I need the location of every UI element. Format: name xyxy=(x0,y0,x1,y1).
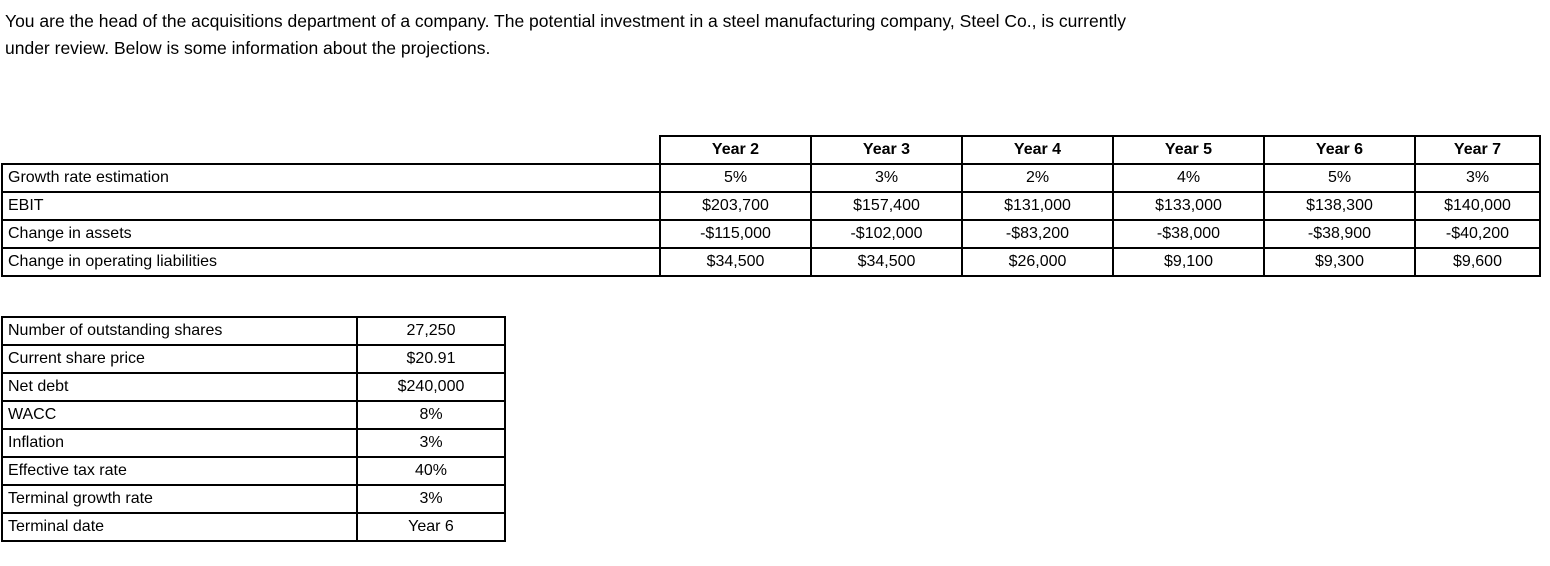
ebit-year-7: $140,000 xyxy=(1414,191,1541,221)
change-op-liab-year-6: $9,300 xyxy=(1263,247,1416,277)
table-row-terminal-growth-rate: Terminal growth rate 3% xyxy=(1,484,506,514)
growth-rate-year-4: 2% xyxy=(961,163,1114,193)
change-op-liab-year-2: $34,500 xyxy=(659,247,812,277)
growth-rate-year-2: 5% xyxy=(659,163,812,193)
terminal-growth-rate-value: 3% xyxy=(356,484,506,514)
change-assets-year-5: -$38,000 xyxy=(1112,219,1265,249)
change-assets-year-7: -$40,200 xyxy=(1414,219,1541,249)
change-op-liab-year-3: $34,500 xyxy=(810,247,963,277)
projections-header-row: Year 2 Year 3 Year 4 Year 5 Year 6 Year … xyxy=(2,135,1541,165)
row-label-effective-tax-rate: Effective tax rate xyxy=(1,456,358,486)
table-row-growth-rate: Growth rate estimation 5% 3% 2% 4% 5% 3% xyxy=(1,163,1541,193)
column-header-year-3: Year 3 xyxy=(810,135,963,165)
change-assets-year-6: -$38,900 xyxy=(1263,219,1416,249)
table-row-terminal-date: Terminal date Year 6 xyxy=(1,512,506,542)
inflation-value: 3% xyxy=(356,428,506,458)
terminal-date-value: Year 6 xyxy=(356,512,506,542)
growth-rate-year-3: 3% xyxy=(810,163,963,193)
column-header-year-5: Year 5 xyxy=(1112,135,1265,165)
row-label-change-in-operating-liabilities: Change in operating liabilities xyxy=(1,247,661,277)
change-op-liab-year-4: $26,000 xyxy=(961,247,1114,277)
ebit-year-4: $131,000 xyxy=(961,191,1114,221)
row-label-wacc: WACC xyxy=(1,400,358,430)
row-label-growth-rate: Growth rate estimation xyxy=(1,163,661,193)
column-header-year-6: Year 6 xyxy=(1263,135,1416,165)
ebit-year-2: $203,700 xyxy=(659,191,812,221)
row-label-outstanding-shares: Number of outstanding shares xyxy=(1,316,358,346)
wacc-value: 8% xyxy=(356,400,506,430)
change-assets-year-2: -$115,000 xyxy=(659,219,812,249)
effective-tax-rate-value: 40% xyxy=(356,456,506,486)
change-op-liab-year-5: $9,100 xyxy=(1112,247,1265,277)
ebit-year-3: $157,400 xyxy=(810,191,963,221)
outstanding-shares-value: 27,250 xyxy=(356,316,506,346)
intro-paragraph: You are the head of the acquisitions dep… xyxy=(5,8,1126,62)
column-header-year-4: Year 4 xyxy=(961,135,1114,165)
table-row-net-debt: Net debt $240,000 xyxy=(1,372,506,402)
table-row-wacc: WACC 8% xyxy=(1,400,506,430)
ebit-year-5: $133,000 xyxy=(1112,191,1265,221)
table-row-current-share-price: Current share price $20.91 xyxy=(1,344,506,374)
intro-line-2: under review. Below is some information … xyxy=(5,38,491,58)
assumptions-table: Number of outstanding shares 27,250 Curr… xyxy=(1,316,506,542)
growth-rate-year-5: 4% xyxy=(1112,163,1265,193)
projections-table: Year 2 Year 3 Year 4 Year 5 Year 6 Year … xyxy=(1,135,1541,277)
row-label-terminal-growth-rate: Terminal growth rate xyxy=(1,484,358,514)
table-row-inflation: Inflation 3% xyxy=(1,428,506,458)
table-row-outstanding-shares: Number of outstanding shares 27,250 xyxy=(1,316,506,346)
table-row-effective-tax-rate: Effective tax rate 40% xyxy=(1,456,506,486)
column-header-year-2: Year 2 xyxy=(659,135,812,165)
row-label-current-share-price: Current share price xyxy=(1,344,358,374)
table-row-change-in-assets: Change in assets -$115,000 -$102,000 -$8… xyxy=(1,219,1541,249)
growth-rate-year-6: 5% xyxy=(1263,163,1416,193)
change-op-liab-year-7: $9,600 xyxy=(1414,247,1541,277)
intro-line-1: You are the head of the acquisitions dep… xyxy=(5,11,1126,31)
column-header-year-7: Year 7 xyxy=(1414,135,1541,165)
row-label-inflation: Inflation xyxy=(1,428,358,458)
growth-rate-year-7: 3% xyxy=(1414,163,1541,193)
ebit-year-6: $138,300 xyxy=(1263,191,1416,221)
change-assets-year-3: -$102,000 xyxy=(810,219,963,249)
table-row-change-in-operating-liabilities: Change in operating liabilities $34,500 … xyxy=(1,247,1541,277)
table-row-ebit: EBIT $203,700 $157,400 $131,000 $133,000… xyxy=(1,191,1541,221)
header-spacer-cell xyxy=(2,136,660,164)
net-debt-value: $240,000 xyxy=(356,372,506,402)
row-label-net-debt: Net debt xyxy=(1,372,358,402)
row-label-change-in-assets: Change in assets xyxy=(1,219,661,249)
current-share-price-value: $20.91 xyxy=(356,344,506,374)
row-label-terminal-date: Terminal date xyxy=(1,512,358,542)
row-label-ebit: EBIT xyxy=(1,191,661,221)
change-assets-year-4: -$83,200 xyxy=(961,219,1114,249)
